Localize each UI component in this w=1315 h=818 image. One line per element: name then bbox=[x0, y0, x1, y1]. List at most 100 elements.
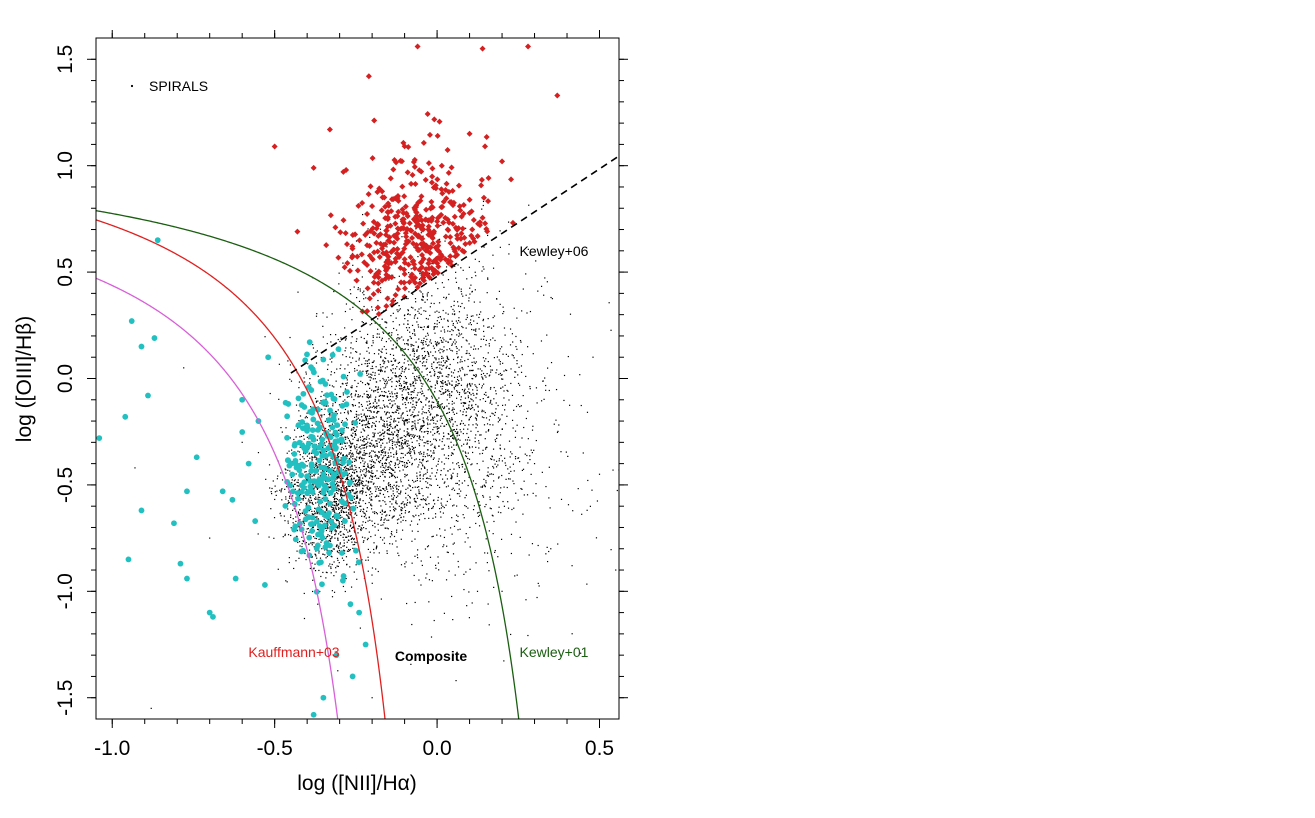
spiral-point bbox=[368, 516, 370, 519]
spiral-point bbox=[463, 517, 465, 519]
spiral-point bbox=[470, 315, 472, 317]
spiral-point bbox=[378, 399, 380, 401]
spiral-point bbox=[364, 512, 366, 515]
spiral-point bbox=[327, 534, 329, 536]
spiral-point bbox=[441, 504, 443, 506]
spiral-point bbox=[366, 486, 368, 489]
spiral-point bbox=[332, 434, 335, 437]
spiral-point bbox=[517, 382, 520, 385]
spiral-point bbox=[326, 522, 328, 524]
spiral-point bbox=[405, 419, 408, 421]
spiral-point bbox=[447, 325, 449, 328]
spiral-point bbox=[485, 446, 488, 448]
spiral-point bbox=[391, 534, 393, 536]
spiral-point bbox=[353, 472, 356, 474]
spiral-point bbox=[455, 381, 457, 383]
spiral-point bbox=[403, 323, 405, 325]
spiral-point bbox=[290, 534, 292, 537]
spiral-point bbox=[498, 350, 501, 352]
spiral-point bbox=[265, 478, 267, 480]
spiral-point bbox=[406, 414, 409, 416]
spiral-point bbox=[398, 374, 400, 377]
spiral-point bbox=[433, 438, 435, 440]
spiral-point bbox=[359, 330, 361, 333]
spiral-point bbox=[367, 465, 369, 467]
spiral-point bbox=[479, 399, 481, 401]
spiral-point bbox=[339, 443, 341, 445]
spiral-point bbox=[427, 427, 429, 430]
spiral-point bbox=[418, 312, 420, 314]
spiral-point bbox=[381, 450, 383, 452]
spiral-point bbox=[514, 376, 516, 378]
spiral-point bbox=[560, 498, 563, 500]
spiral-point bbox=[422, 506, 424, 508]
spiral-point bbox=[279, 489, 281, 491]
spiral-point bbox=[495, 393, 497, 395]
spiral-point bbox=[400, 491, 402, 493]
spiral-point bbox=[397, 438, 399, 440]
spiral-point bbox=[471, 446, 473, 448]
spiral-point bbox=[406, 499, 409, 501]
spiral-point bbox=[396, 424, 398, 426]
spiral-point bbox=[355, 413, 357, 415]
spiral-point bbox=[365, 426, 367, 428]
spiral-point bbox=[522, 513, 524, 515]
spiral-point bbox=[478, 313, 481, 315]
spiral-point bbox=[370, 464, 372, 466]
spiral-point bbox=[412, 425, 414, 427]
spiral-point bbox=[446, 355, 448, 357]
spiral-point bbox=[372, 340, 374, 342]
spiral-point bbox=[401, 502, 403, 504]
spiral-point bbox=[436, 415, 438, 417]
spiral-point bbox=[490, 399, 492, 402]
spiral-point bbox=[481, 370, 483, 372]
spiral-point bbox=[380, 444, 382, 446]
spiral-point bbox=[458, 493, 460, 495]
spiral-point bbox=[393, 400, 395, 402]
spiral-point bbox=[377, 457, 379, 459]
spiral-point bbox=[383, 455, 385, 457]
spiral-point bbox=[386, 488, 388, 490]
spiral-point bbox=[402, 412, 404, 414]
spiral-point bbox=[522, 468, 525, 470]
spiral-point bbox=[386, 469, 388, 471]
spiral-point bbox=[404, 385, 406, 388]
spiral-point bbox=[378, 500, 380, 502]
spiral-point bbox=[330, 555, 332, 557]
spiral-point bbox=[413, 391, 415, 393]
spiral-point bbox=[353, 469, 355, 471]
spiral-point bbox=[457, 566, 460, 568]
spiral-point bbox=[280, 515, 282, 517]
spiral-point bbox=[313, 568, 315, 570]
spiral-point bbox=[464, 388, 466, 390]
spiral-point bbox=[329, 461, 331, 463]
spiral-point bbox=[361, 490, 363, 492]
spiral-point bbox=[389, 421, 391, 423]
spiral-point bbox=[443, 407, 445, 410]
spiral-point bbox=[336, 486, 338, 488]
spiral-point bbox=[411, 398, 413, 400]
spiral-point bbox=[346, 476, 349, 479]
spiral-point bbox=[391, 543, 394, 545]
spiral-point bbox=[374, 432, 376, 434]
spiral-point bbox=[571, 565, 573, 567]
spiral-point bbox=[546, 334, 548, 336]
spiral-point bbox=[382, 487, 384, 490]
spiral-point bbox=[397, 310, 399, 313]
spiral-point bbox=[368, 489, 370, 491]
spiral-point bbox=[365, 438, 368, 440]
spiral-point bbox=[499, 361, 501, 363]
spiral-point bbox=[415, 228, 417, 230]
spiral-point bbox=[535, 260, 537, 262]
spiral-point bbox=[303, 496, 305, 498]
spiral-point bbox=[396, 484, 398, 487]
spiral-point bbox=[378, 495, 380, 497]
spiral-point bbox=[485, 394, 487, 396]
spiral-point bbox=[398, 421, 400, 423]
spiral-point bbox=[416, 350, 418, 352]
spiral-point bbox=[351, 452, 354, 454]
spiral-point bbox=[503, 505, 506, 507]
spiral-point bbox=[569, 313, 572, 315]
spiral-point bbox=[288, 497, 291, 499]
spiral-point bbox=[417, 356, 419, 358]
